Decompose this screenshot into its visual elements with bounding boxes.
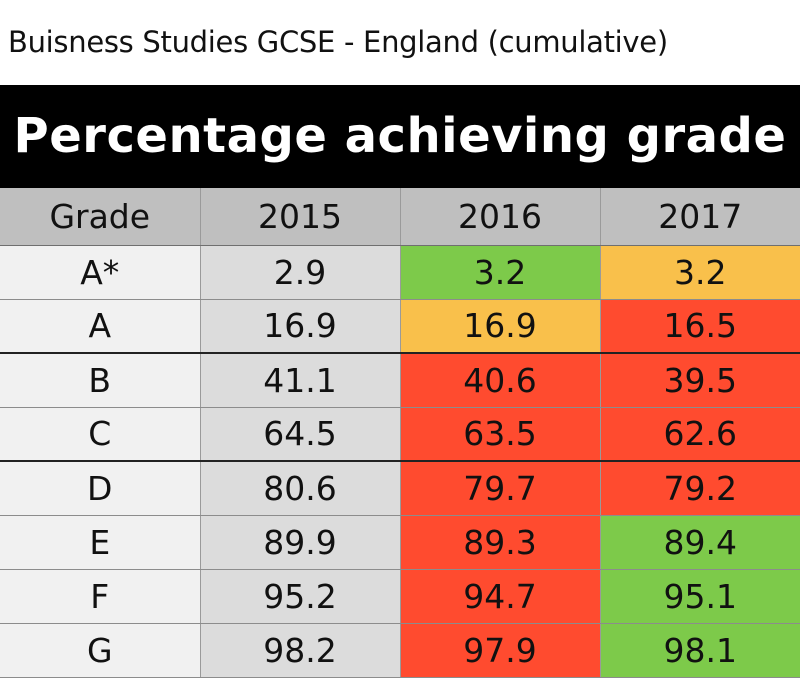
value-2016: 40.6 xyxy=(400,352,601,408)
grade-label: C xyxy=(0,407,201,462)
grade-table-container: Percentage achieving grade Grade 2015 20… xyxy=(0,85,800,696)
value-2016: 94.7 xyxy=(400,569,601,624)
value-2016: 63.5 xyxy=(400,407,601,462)
column-header-2016: 2016 xyxy=(400,188,601,246)
value-2017: 89.4 xyxy=(600,515,800,570)
value-2016: 3.2 xyxy=(400,245,601,300)
value-2016: 97.9 xyxy=(400,623,601,678)
value-2017: 95.1 xyxy=(600,569,800,624)
table-row: D 80.6 79.7 79.2 xyxy=(0,460,800,516)
value-2016: 89.3 xyxy=(400,515,601,570)
grade-table: Grade 2015 2016 2017 A* 2.9 3.2 3.2 A 16… xyxy=(0,188,800,678)
value-2015: 80.6 xyxy=(200,460,401,516)
table-heading-banner: Percentage achieving grade xyxy=(0,85,800,188)
value-2017: 3.2 xyxy=(600,245,800,300)
table-row: E 89.9 89.3 89.4 xyxy=(0,515,800,570)
value-2017: 79.2 xyxy=(600,460,800,516)
table-header-row: Grade 2015 2016 2017 xyxy=(0,188,800,246)
value-2015: 95.2 xyxy=(200,569,401,624)
grade-label: G xyxy=(0,623,201,678)
grade-label: D xyxy=(0,460,201,516)
value-2015: 41.1 xyxy=(200,352,401,408)
value-2017: 62.6 xyxy=(600,407,800,462)
grade-label: F xyxy=(0,569,201,624)
value-2016: 16.9 xyxy=(400,299,601,354)
table-row: A* 2.9 3.2 3.2 xyxy=(0,245,800,300)
value-2015: 2.9 xyxy=(200,245,401,300)
value-2017: 98.1 xyxy=(600,623,800,678)
grade-label: E xyxy=(0,515,201,570)
column-header-grade: Grade xyxy=(0,188,201,246)
column-header-2015: 2015 xyxy=(200,188,401,246)
value-2017: 16.5 xyxy=(600,299,800,354)
grade-label: B xyxy=(0,352,201,408)
value-2016: 79.7 xyxy=(400,460,601,516)
page-title: Buisness Studies GCSE - England (cumulat… xyxy=(8,25,668,59)
grade-label: A xyxy=(0,299,201,354)
grade-label: A* xyxy=(0,245,201,300)
value-2017: 39.5 xyxy=(600,352,800,408)
table-row: C 64.5 63.5 62.6 xyxy=(0,407,800,462)
table-row: A 16.9 16.9 16.5 xyxy=(0,299,800,354)
table-row: B 41.1 40.6 39.5 xyxy=(0,352,800,408)
table-row: F 95.2 94.7 95.1 xyxy=(0,569,800,624)
value-2015: 16.9 xyxy=(200,299,401,354)
value-2015: 64.5 xyxy=(200,407,401,462)
column-header-2017: 2017 xyxy=(600,188,800,246)
value-2015: 89.9 xyxy=(200,515,401,570)
table-row: G 98.2 97.9 98.1 xyxy=(0,623,800,678)
value-2015: 98.2 xyxy=(200,623,401,678)
